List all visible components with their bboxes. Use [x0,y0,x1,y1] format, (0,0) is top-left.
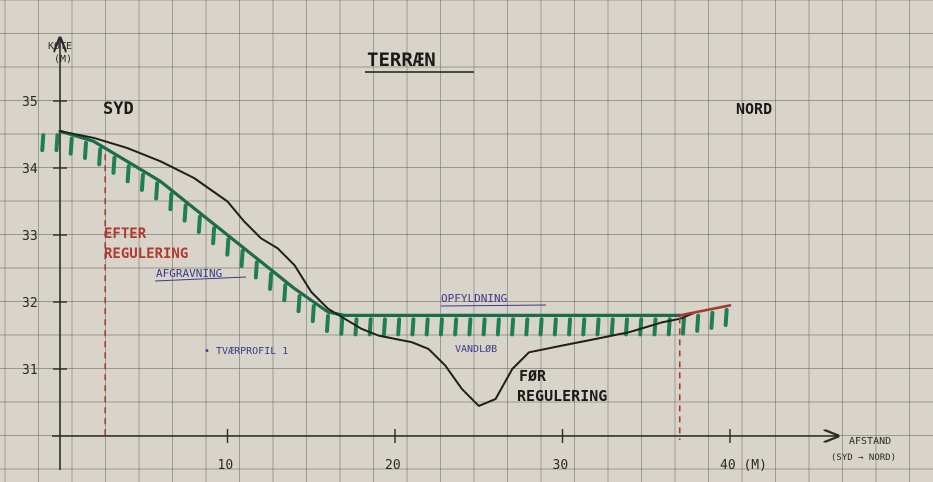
hatch-stroke [54,133,60,153]
annotation-foer: FØR [519,367,547,385]
annotation-efter-regulering: REGULERING [104,246,188,262]
hatch-stroke [68,136,74,156]
hatch-stroke [268,271,274,291]
opfyldning-underline [440,304,547,307]
hatch-stroke [581,317,587,337]
hatch-stroke [225,237,231,257]
x-tick-label: 40 (M) [720,458,767,473]
hatch-stroke [82,140,88,160]
hatch-stroke [510,317,516,337]
hatch-stroke [296,294,302,314]
x-axis-label-line2: (SYD → NORD) [831,453,896,463]
hatch-stroke [111,155,117,175]
hatch-stroke [97,147,103,167]
hatch-stroke [538,317,544,337]
y-axis-ticks: 35 34 33 32 31 [22,95,67,378]
y-axis-label-line1: KOTE [48,41,72,52]
y-tick-label: 35 [22,95,38,110]
hatch-stroke [310,304,316,324]
hatch-stroke [282,283,288,303]
hatch-stroke [339,316,345,336]
hatch-stroke [438,317,444,337]
annotation-efter: EFTER [104,226,147,242]
hatch-stroke [139,172,145,192]
y-tick-label: 31 [22,363,38,378]
hatch-stroke [709,310,715,330]
hatch-stroke [595,317,601,337]
hatch-stroke [567,317,573,337]
annotation-opfyldning: OPFYLDNING [441,292,507,305]
hatch-stroke [211,226,217,246]
sketch-title: TERRÆN [367,49,436,71]
hatch-stroke [695,313,701,333]
hatch-stroke [353,317,359,337]
hatch-stroke [253,260,259,280]
series-efter-regulering-line [58,129,682,317]
hatch-stroke [467,317,473,337]
x-axis-label-line1: AFSTAND [849,436,891,447]
annotation-foer-regulering: REGULERING [517,387,607,405]
hatch-stroke [552,317,558,337]
hatch-stroke [495,317,501,337]
annotation-afgravning: AFGRAVNING [156,267,222,280]
annotation-vandloeb: VANDLØB [455,343,497,355]
x-axis-ticks: 10 20 30 40 (M) [218,429,767,473]
hatch-stroke [325,314,330,334]
series-foer-regulering-line [59,130,731,407]
hatch-stroke [481,317,487,337]
x-tick-label: 20 [385,458,401,473]
hatch-stroke [168,192,174,212]
hatch-stroke [453,317,459,337]
hatch-stroke [666,317,672,337]
y-axis-label-line2: (M) [54,54,72,65]
hatch-stroke [638,317,644,337]
hatch-stroke [396,317,402,337]
x-tick-label: 30 [553,458,569,473]
y-tick-label: 33 [22,229,38,244]
hatch-stroke [652,317,658,337]
hatch-stroke [154,181,160,201]
hatch-stroke [125,164,131,184]
hatch-stroke [239,249,245,269]
y-tick-label: 34 [22,162,38,177]
hatch-stroke [381,317,387,337]
y-tick-label: 32 [22,296,38,311]
hatch-stroke [524,317,530,337]
x-tick-label: 10 [218,458,234,473]
annotation-tvaerprofil: • TVÆRPROFIL 1 [204,346,288,357]
hatch-stroke [424,317,430,337]
afgravning-underline [154,276,247,282]
hatch-stroke [410,317,416,337]
hatch-stroke [680,316,686,336]
hatch-stroke [40,133,46,153]
north-end-red-segment [678,304,732,317]
hatch-stroke [723,308,729,328]
side-label-south: SYD [103,99,134,119]
hatch-stroke [609,317,615,337]
side-label-north: NORD [736,100,772,118]
hatch-stroke [182,203,188,223]
hatch-stroke [196,214,202,234]
